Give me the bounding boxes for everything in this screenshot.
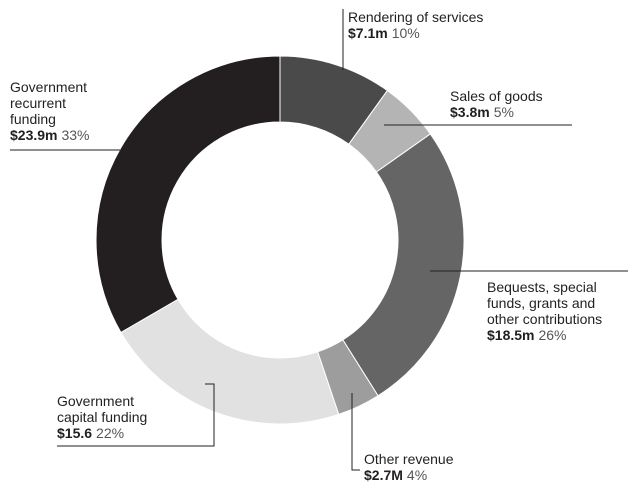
slice-government-capital-funding [120,298,340,425]
slice-amount: $15.6 [57,425,93,441]
slice-bequests-grants [342,133,465,397]
slice-amount: $7.1m [348,25,388,41]
label-bequests-grants: Bequests, special funds, grants and othe… [487,279,602,343]
slice-government-recurrent-funding [95,55,281,334]
slice-label: Bequests, special funds, grants and othe… [487,279,603,327]
leader-lines [10,9,628,471]
leader-other-revenue [351,393,360,471]
slice-percent: 26% [538,327,567,343]
slice-amount: $3.8m [450,104,490,120]
slice-label: Government recurrent funding [10,79,88,127]
label-other-revenue: Other revenue $2.7M 4% [364,451,454,483]
slice-amount: $23.9m [10,127,58,143]
slice-percent: 4% [406,467,428,483]
slice-percent: 10% [391,25,420,41]
slice-percent: 33% [61,127,90,143]
label-sales-of-goods: Sales of goods $3.8m 5% [450,88,543,120]
slice-label: Sales of goods [450,88,543,104]
slice-label: Other revenue [364,451,454,467]
leader-government-capital-funding [57,383,215,447]
slice-label: Rendering of services [348,9,484,25]
slice-amount: $2.7M [364,467,403,483]
label-government-capital-funding: Government capital funding $15.6 22% [57,393,147,441]
slice-label: Government capital funding [57,393,148,425]
label-government-recurrent-funding: Government recurrent funding $23.9m 33% [10,79,90,143]
slice-percent: 5% [493,104,514,120]
slice-amount: $18.5m [487,327,535,343]
slice-percent: 22% [96,425,125,441]
donut-slices [95,55,465,425]
label-rendering-of-services: Rendering of services $7.1m 10% [348,9,483,41]
